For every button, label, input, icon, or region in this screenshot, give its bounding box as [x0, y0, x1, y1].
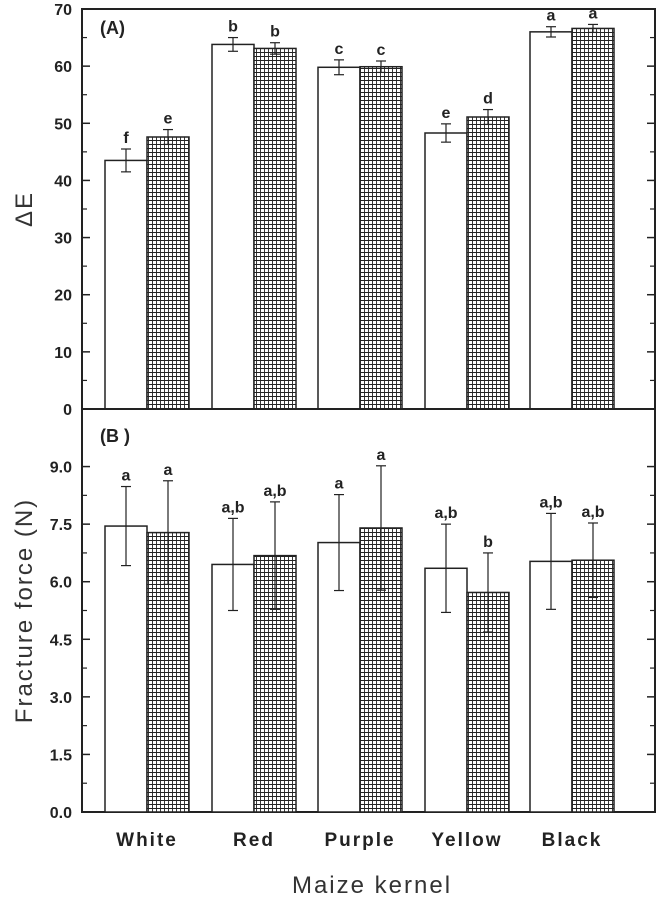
y-tick-label: 0 — [63, 402, 72, 419]
y-tick-label: 7.5 — [50, 517, 72, 534]
y-tick-label: 0.0 — [50, 805, 72, 822]
y-tick-label: 70 — [54, 2, 72, 19]
y-tick-label: 40 — [54, 173, 72, 190]
bar-red-2 — [253, 47, 297, 410]
y-tick-label: 30 — [54, 231, 72, 248]
significance-label: b — [483, 534, 493, 551]
significance-label: a — [589, 5, 598, 22]
category-label-red: Red — [233, 830, 275, 851]
y-axis-title: Fracture force (N) — [11, 498, 38, 723]
significance-label: a,b — [434, 505, 457, 522]
x-axis-title: Maize kernel — [292, 872, 452, 899]
significance-label: a — [547, 8, 556, 25]
bar-purple-2 — [359, 65, 403, 410]
significance-label: a,b — [581, 504, 604, 521]
significance-label: a — [335, 476, 344, 493]
significance-label: c — [377, 42, 386, 59]
significance-label: e — [164, 111, 173, 128]
y-tick-label: 60 — [54, 59, 72, 76]
bar-black-1 — [529, 31, 573, 410]
bar-yellow-1 — [424, 132, 468, 410]
significance-label: a — [377, 447, 386, 464]
category-label-yellow: Yellow — [431, 830, 502, 851]
significance-label: a,b — [263, 483, 286, 500]
bar-yellow-2 — [466, 116, 510, 410]
significance-label: b — [270, 24, 280, 41]
significance-label: a — [122, 468, 131, 485]
significance-label: c — [335, 41, 344, 58]
significance-label: a — [164, 462, 173, 479]
category-label-white: White — [116, 830, 178, 851]
panel-label: (B ) — [100, 426, 130, 446]
significance-label: b — [228, 19, 238, 36]
significance-label: a,b — [221, 499, 244, 516]
y-tick-label: 4.5 — [50, 632, 72, 649]
y-axis-title: ΔE — [11, 191, 38, 227]
bar-white-2 — [146, 136, 190, 410]
category-label-purple: Purple — [324, 830, 395, 851]
bar-black-2 — [571, 27, 615, 410]
y-tick-label: 50 — [54, 116, 72, 133]
panel-label: (A) — [100, 18, 125, 38]
category-label-black: Black — [542, 830, 603, 851]
bar-white-1 — [104, 525, 148, 813]
y-tick-label: 6.0 — [50, 575, 72, 592]
bar-black-2 — [571, 559, 615, 813]
bar-purple-1 — [317, 66, 361, 410]
significance-label: e — [442, 105, 451, 122]
significance-label: d — [483, 91, 493, 108]
bar-white-1 — [104, 159, 148, 410]
y-tick-label: 10 — [54, 345, 72, 362]
significance-label: f — [123, 130, 129, 147]
y-tick-label: 9.0 — [50, 460, 72, 477]
significance-label: a,b — [539, 494, 562, 511]
bar-red-1 — [211, 43, 255, 410]
y-tick-label: 3.0 — [50, 690, 72, 707]
y-tick-label: 1.5 — [50, 747, 72, 764]
y-tick-label: 20 — [54, 288, 72, 305]
